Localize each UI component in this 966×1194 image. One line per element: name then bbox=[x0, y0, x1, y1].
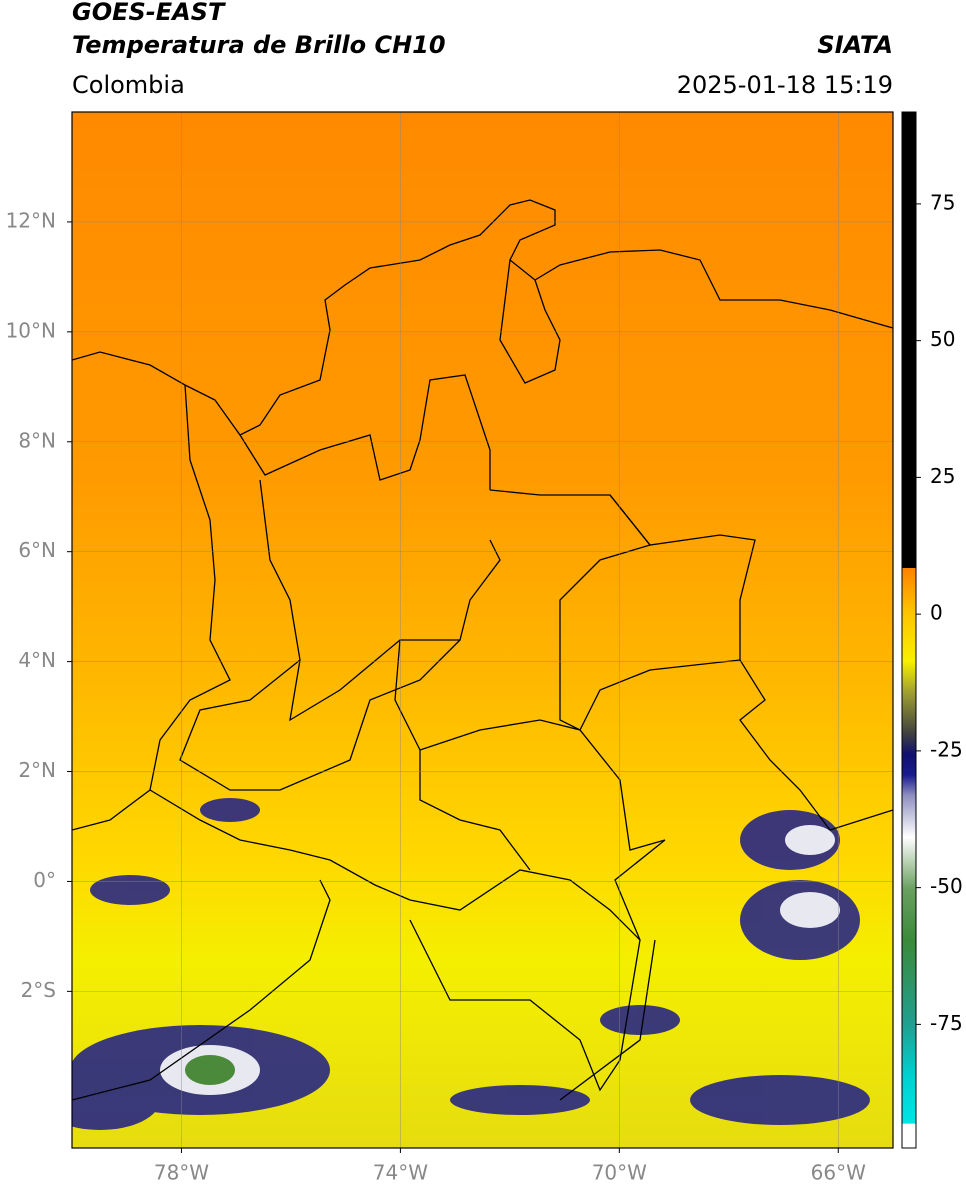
y-tick-label: 12°N bbox=[6, 208, 56, 232]
datetime: 2025-01-18 15:19 bbox=[677, 71, 893, 99]
colorbar-tick-label: 75 bbox=[930, 190, 955, 214]
region: Colombia bbox=[72, 71, 185, 99]
x-tick-label: 66°W bbox=[811, 1161, 866, 1185]
subtitle: Temperatura de Brillo CH10 bbox=[72, 31, 446, 59]
grid bbox=[72, 112, 893, 1148]
cloud-peak bbox=[185, 1055, 235, 1085]
colorbar-tick-label: -50 bbox=[930, 874, 963, 898]
colorbar-tick-label: -75 bbox=[930, 1011, 963, 1035]
colorbar-tick-label: 0 bbox=[930, 601, 943, 625]
y-tick-label: 4°N bbox=[18, 648, 56, 672]
y-tick-label: 2°N bbox=[18, 758, 56, 782]
y-tick-label: 2°S bbox=[21, 978, 56, 1002]
y-tick-label: 0° bbox=[33, 868, 56, 892]
title: GOES-EAST bbox=[72, 0, 226, 26]
x-tick-label: 74°W bbox=[373, 1161, 428, 1185]
colorbar-tick-label: -25 bbox=[930, 737, 963, 761]
colorbar-tick-label: 25 bbox=[930, 464, 955, 488]
map-frame bbox=[71, 111, 894, 1149]
y-tick-label: 6°N bbox=[18, 538, 56, 562]
colorbar bbox=[901, 111, 917, 1149]
colorbar-tick-label: 50 bbox=[930, 327, 955, 351]
temperature-field bbox=[72, 112, 893, 1148]
imagery bbox=[72, 112, 893, 1148]
x-tick-label: 78°W bbox=[154, 1161, 209, 1185]
x-tick-label: 70°W bbox=[592, 1161, 647, 1185]
boundaries bbox=[72, 199, 893, 1101]
source: SIATA bbox=[817, 31, 893, 59]
y-tick-label: 10°N bbox=[6, 318, 56, 342]
y-tick-label: 8°N bbox=[18, 428, 56, 452]
